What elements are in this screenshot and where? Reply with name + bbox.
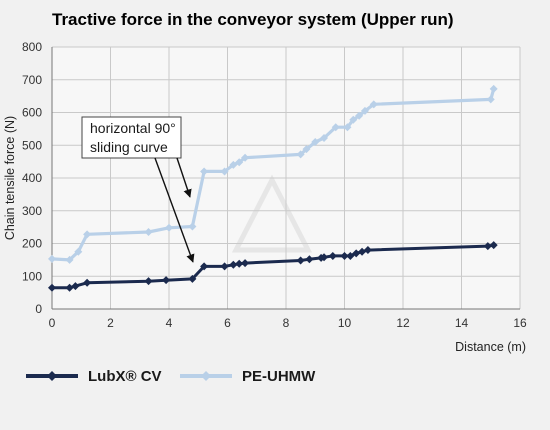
data-point	[229, 260, 238, 269]
data-point	[200, 262, 209, 271]
data-point	[369, 100, 378, 109]
data-point	[235, 158, 244, 167]
y-tick-label: 400	[22, 171, 42, 185]
data-point	[83, 278, 92, 287]
data-point	[320, 253, 329, 262]
data-point	[165, 223, 173, 232]
data-point	[65, 255, 74, 264]
y-tick-label: 300	[22, 204, 42, 218]
data-point	[48, 254, 56, 263]
data-point	[188, 222, 197, 231]
data-point	[302, 145, 311, 154]
x-tick-label: 12	[396, 316, 410, 330]
data-point	[65, 283, 74, 292]
watermark-logo	[231, 174, 313, 253]
x-tick-label: 2	[107, 316, 114, 330]
data-point	[220, 167, 229, 176]
y-tick-label: 100	[22, 269, 42, 283]
x-tick-label: 8	[283, 316, 290, 330]
data-point	[220, 262, 229, 271]
x-axis-label: Distance (m)	[455, 340, 526, 354]
annotation-line-2: sliding curve	[90, 139, 168, 155]
data-point	[296, 256, 305, 265]
x-tick-label: 10	[338, 316, 352, 330]
data-point	[346, 251, 355, 260]
legend-pe-uhmw-marker	[201, 371, 211, 381]
data-point	[83, 230, 92, 239]
legend-lubx-marker	[47, 371, 57, 381]
data-point	[235, 259, 244, 268]
data-point	[311, 137, 320, 146]
x-tick-label: 4	[166, 316, 173, 330]
annotation-arrow-pe	[176, 157, 192, 198]
data-point	[355, 111, 364, 120]
data-point	[343, 123, 352, 132]
data-point	[305, 255, 314, 264]
data-point	[360, 106, 369, 115]
x-tick-label: 16	[513, 316, 527, 330]
data-point	[74, 247, 83, 256]
y-axis-label: Chain tensile force (N)	[3, 116, 17, 240]
data-point	[296, 150, 305, 159]
y-tick-label: 700	[22, 73, 42, 87]
data-point	[144, 228, 153, 237]
data-point	[489, 241, 498, 250]
data-point	[483, 242, 492, 251]
legend-pe-uhmw-label: PE-UHMW	[242, 368, 316, 385]
data-point	[331, 123, 340, 132]
data-point	[71, 282, 80, 291]
data-point	[489, 84, 498, 93]
data-point	[188, 274, 197, 283]
data-point	[340, 251, 349, 260]
y-tick-label: 0	[35, 302, 42, 316]
x-tick-label: 6	[224, 316, 231, 330]
chart-title: Tractive force in the conveyor system (U…	[52, 10, 454, 29]
x-tick-label: 14	[455, 316, 469, 330]
x-tick-label: 0	[49, 316, 56, 330]
data-point	[349, 115, 358, 124]
data-point	[358, 247, 367, 256]
annotation-arrow-lubx	[154, 157, 195, 263]
data-point	[48, 283, 56, 292]
data-point	[241, 153, 250, 162]
y-tick-label: 600	[22, 106, 42, 120]
y-tick-label: 500	[22, 138, 42, 152]
y-tick-label: 200	[22, 237, 42, 251]
annotation-box	[81, 116, 182, 159]
data-point	[144, 277, 153, 286]
legend-lubx-label: LubX® CV	[88, 368, 162, 385]
data-point	[241, 259, 250, 268]
annotation-line-1: horizontal 90°	[90, 120, 176, 136]
data-point	[363, 246, 372, 255]
y-tick-label: 800	[22, 40, 42, 54]
data-point	[486, 95, 495, 104]
data-point	[200, 167, 209, 176]
data-point	[320, 134, 329, 143]
data-point	[328, 251, 337, 260]
data-point	[352, 249, 361, 258]
data-point	[162, 276, 171, 285]
data-point	[229, 160, 238, 169]
